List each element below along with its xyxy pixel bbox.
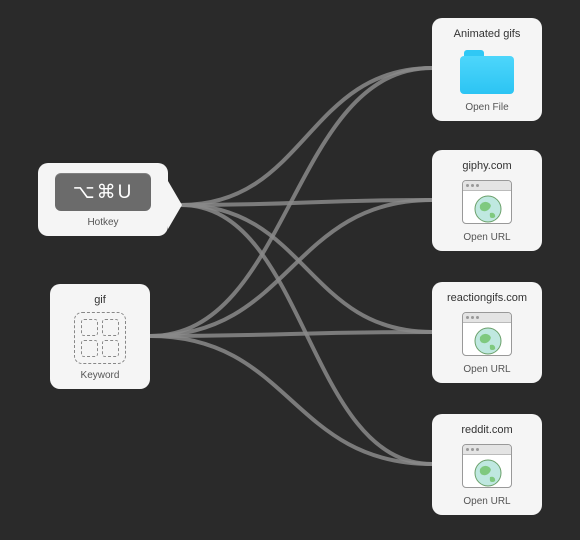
node-animated-gifs[interactable]: Animated gifs Open File xyxy=(432,18,542,121)
keyword-grid-icon xyxy=(74,312,126,364)
keyword-title: gif xyxy=(94,294,106,306)
node-title: reddit.com xyxy=(461,424,512,436)
node-reactiongifs[interactable]: reactiongifs.com Open URL xyxy=(432,282,542,383)
node-keyword[interactable]: gif Keyword xyxy=(50,284,150,389)
browser-url-icon xyxy=(462,444,512,488)
browser-url-icon xyxy=(462,312,512,356)
node-title: reactiongifs.com xyxy=(447,292,527,304)
node-subtitle: Open File xyxy=(465,102,508,113)
hotkey-shortcut-box: ⌥⌘U xyxy=(55,173,151,211)
hotkey-subtitle: Hotkey xyxy=(87,217,118,228)
node-subtitle: Open URL xyxy=(463,364,510,375)
node-giphy[interactable]: giphy.com Open URL xyxy=(432,150,542,251)
node-reddit[interactable]: reddit.com Open URL xyxy=(432,414,542,515)
folder-icon xyxy=(460,50,514,94)
node-subtitle: Open URL xyxy=(463,496,510,507)
hotkey-shortcut-text: ⌥⌘U xyxy=(73,181,134,204)
node-title: Animated gifs xyxy=(454,28,521,40)
workflow-canvas: ⌥⌘U Hotkey gif Keyword Animated gifs Ope… xyxy=(0,0,580,540)
node-hotkey[interactable]: ⌥⌘U Hotkey xyxy=(38,163,168,236)
node-title: giphy.com xyxy=(462,160,511,172)
keyword-subtitle: Keyword xyxy=(81,370,120,381)
browser-url-icon xyxy=(462,180,512,224)
node-subtitle: Open URL xyxy=(463,232,510,243)
